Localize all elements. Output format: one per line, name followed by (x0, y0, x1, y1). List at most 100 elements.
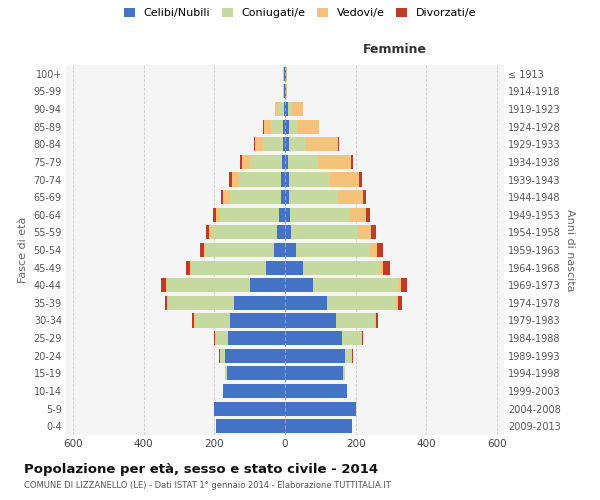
Bar (229, 331, 285, 345)
Bar (240, 155, 242, 169)
Bar (285, 296, 328, 310)
Bar (379, 260, 383, 274)
Bar (285, 190, 289, 204)
Bar (285, 314, 336, 328)
Bar (191, 260, 266, 274)
Bar (281, 190, 285, 204)
Bar (285, 384, 347, 398)
Bar (302, 260, 379, 274)
Bar (169, 296, 234, 310)
Bar (285, 402, 356, 415)
Bar (285, 137, 289, 152)
Bar (286, 67, 287, 81)
Bar (230, 190, 281, 204)
Legend: Celibi/Nubili, Coniugati/e, Vedovi/e, Divorzati/e: Celibi/Nubili, Coniugati/e, Vedovi/e, Di… (122, 6, 478, 20)
Bar (277, 226, 285, 239)
Bar (166, 278, 167, 292)
Bar (285, 120, 289, 134)
Bar (285, 331, 341, 345)
Bar (281, 172, 285, 186)
Bar (285, 208, 290, 222)
Bar (398, 278, 401, 292)
Bar (250, 155, 282, 169)
Bar (289, 120, 298, 134)
Bar (313, 278, 398, 292)
Bar (275, 102, 278, 116)
Bar (401, 278, 407, 292)
Bar (286, 84, 287, 98)
Bar (343, 366, 345, 380)
Bar (209, 226, 212, 239)
Bar (285, 348, 345, 363)
Bar (370, 243, 377, 257)
Bar (284, 84, 285, 98)
Bar (242, 155, 250, 169)
Bar (200, 243, 204, 257)
Bar (250, 278, 285, 292)
Bar (285, 172, 289, 186)
Bar (318, 155, 352, 169)
Bar (366, 208, 370, 222)
Bar (195, 314, 230, 328)
Bar (338, 190, 363, 204)
Bar (161, 278, 166, 292)
Bar (263, 120, 264, 134)
Bar (214, 331, 215, 345)
Bar (167, 296, 169, 310)
Bar (283, 137, 285, 152)
Bar (288, 155, 318, 169)
Bar (264, 120, 271, 134)
Bar (229, 172, 232, 186)
Bar (363, 190, 365, 204)
Bar (285, 366, 343, 380)
Bar (213, 208, 216, 222)
Bar (216, 331, 229, 345)
Bar (396, 296, 398, 310)
Bar (216, 419, 285, 433)
Bar (290, 208, 349, 222)
Bar (358, 226, 371, 239)
Bar (230, 314, 285, 328)
Bar (221, 190, 223, 204)
Bar (349, 208, 366, 222)
Bar (288, 102, 292, 116)
Bar (306, 137, 338, 152)
Bar (329, 172, 359, 186)
Bar (186, 260, 190, 274)
Bar (285, 84, 286, 98)
Bar (361, 331, 362, 345)
Bar (219, 348, 220, 363)
Y-axis label: Fasce di età: Fasce di età (18, 217, 28, 283)
Bar (206, 243, 274, 257)
Text: Femmine: Femmine (362, 43, 427, 56)
Bar (377, 243, 383, 257)
Bar (212, 226, 277, 239)
Bar (283, 120, 285, 134)
Bar (278, 208, 285, 222)
Bar (289, 137, 306, 152)
Bar (223, 190, 230, 204)
Bar (227, 366, 285, 380)
Bar (263, 137, 283, 152)
Bar (164, 296, 167, 310)
Bar (214, 402, 285, 415)
Bar (285, 226, 292, 239)
Bar (215, 331, 216, 345)
Bar (289, 190, 338, 204)
Bar (285, 155, 288, 169)
Y-axis label: Anni di nascita: Anni di nascita (565, 209, 575, 291)
Bar (220, 348, 225, 363)
Bar (278, 102, 284, 116)
Bar (285, 102, 288, 116)
Bar (225, 348, 285, 363)
Bar (216, 208, 220, 222)
Bar (338, 137, 339, 152)
Bar (239, 172, 281, 186)
Bar (285, 260, 302, 274)
Bar (223, 384, 285, 398)
Bar (345, 348, 352, 363)
Bar (292, 102, 302, 116)
Text: Popolazione per età, sesso e stato civile - 2014: Popolazione per età, sesso e stato civil… (24, 462, 378, 475)
Bar (352, 155, 353, 169)
Bar (266, 260, 285, 274)
